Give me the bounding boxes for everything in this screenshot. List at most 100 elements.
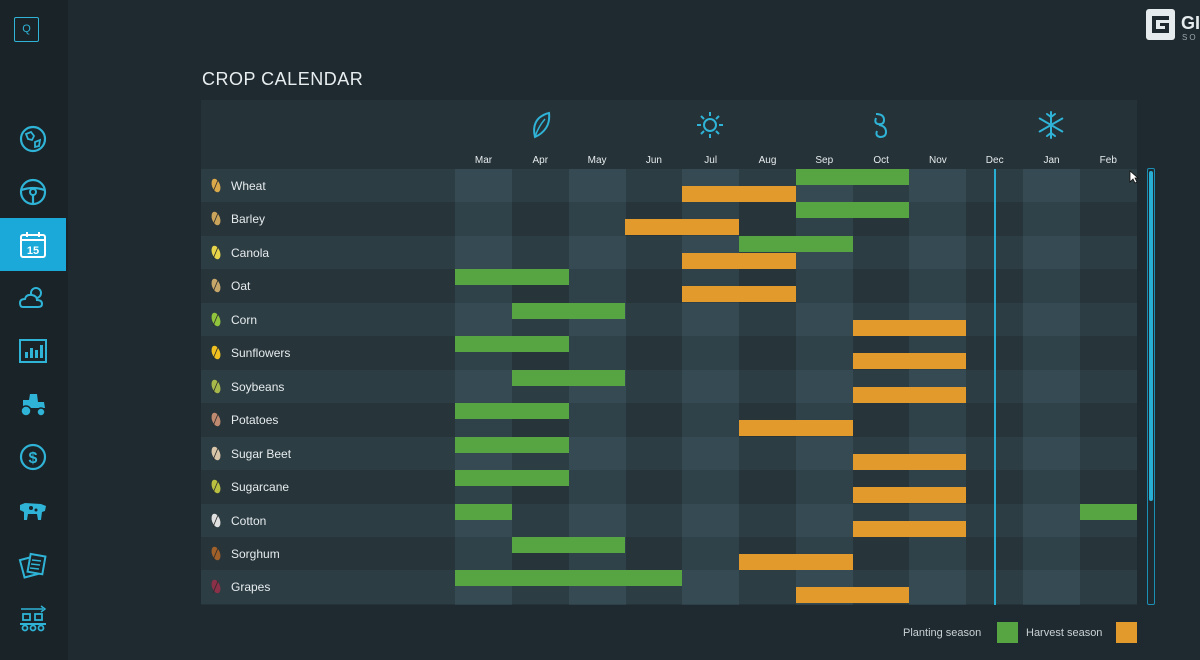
crop-name: Sorghum <box>231 546 280 561</box>
corn-icon <box>211 312 221 327</box>
sugar-beet-icon <box>211 446 221 460</box>
planting-bar <box>511 369 626 386</box>
logo-text: GI <box>1181 13 1200 33</box>
crop-row[interactable]: Sugarcane <box>201 470 1137 504</box>
harvest-bar <box>682 186 796 202</box>
legend-planting-label: Planting season <box>903 627 982 639</box>
crop-row[interactable]: Soybeans <box>201 369 1137 404</box>
month-column <box>1023 169 1080 605</box>
crop-row[interactable]: Sorghum <box>201 536 1137 571</box>
harvest-bar <box>852 353 967 370</box>
crop-name: Sugar Beet <box>231 446 292 461</box>
logo-mark <box>1146 9 1175 40</box>
menu-q-button[interactable]: Q <box>14 17 39 42</box>
crop-grid: Wheat Barley Canola Oat Corn Sunflowers Soybea… <box>201 169 1137 605</box>
harvest-bar <box>852 386 967 403</box>
weather-button[interactable] <box>0 271 66 324</box>
month-label: Dec <box>985 155 1004 166</box>
page-title: CROP CALENDAR <box>202 69 364 89</box>
canola-icon <box>211 245 221 260</box>
current-date-marker <box>994 169 996 605</box>
animals-icon <box>20 502 46 520</box>
calendar-scrollbar[interactable] <box>1147 168 1155 605</box>
sorghum-icon <box>211 546 221 561</box>
planting-bar <box>455 570 683 587</box>
planting-bar <box>795 169 910 185</box>
planting-bar <box>455 436 569 453</box>
svg-text:$: $ <box>29 450 38 467</box>
production-button[interactable] <box>0 592 66 645</box>
crop-name: Oat <box>231 279 251 294</box>
harvest-bar <box>625 219 739 236</box>
crop-row[interactable]: Cotton <box>201 503 1137 537</box>
legend-harvest-swatch <box>1116 622 1137 643</box>
steering-wheel-icon <box>19 178 47 205</box>
map-button[interactable] <box>0 112 66 165</box>
month-label: Jul <box>704 155 718 166</box>
month-label: Jan <box>1043 155 1060 166</box>
sidebar: Q 15 <box>0 0 68 660</box>
harvest-bar <box>852 453 967 470</box>
crop-row[interactable]: Potatoes <box>201 403 1137 437</box>
contracts-button[interactable] <box>0 538 66 591</box>
finances-button[interactable]: $ <box>0 430 66 483</box>
planting-bar <box>455 403 569 420</box>
legend-planting-swatch <box>997 622 1018 643</box>
harvest-bar <box>739 553 853 570</box>
calendar-icon: 15 <box>20 231 46 258</box>
month-column <box>795 169 853 605</box>
tractor-button[interactable] <box>0 377 66 430</box>
planting-bar <box>455 503 512 520</box>
statistics-button[interactable] <box>0 324 66 377</box>
crop-name: Cotton <box>231 513 267 528</box>
crop-name: Soybeans <box>231 379 285 394</box>
crop-row[interactable]: Corn <box>201 302 1137 337</box>
logo-subtext: SO <box>1182 33 1198 42</box>
legend-harvest-label: Harvest season <box>1026 627 1103 639</box>
production-icon <box>20 604 47 631</box>
month-label: Jun <box>645 155 662 166</box>
crop-row[interactable]: Wheat <box>201 169 1137 203</box>
month-column <box>739 169 796 605</box>
weather-icon <box>18 286 44 308</box>
crop-calendar: Mar Apr May Jun Jul Aug Sep Oct Nov Dec Jan Feb Whe… <box>201 100 1137 605</box>
grapes-icon <box>211 580 221 594</box>
planting-bar <box>455 269 569 286</box>
calendar-day-label: 15 <box>27 245 39 257</box>
crop-row[interactable]: Sugar Beet <box>201 436 1137 471</box>
animals-button[interactable] <box>0 484 66 537</box>
month-column <box>455 169 512 605</box>
calendar-button[interactable]: 15 <box>0 218 66 271</box>
mouse-cursor-icon <box>1129 170 1139 184</box>
barley-icon <box>211 212 221 226</box>
crop-row[interactable]: Canola <box>201 235 1137 270</box>
month-column <box>682 169 740 605</box>
month-label: Nov <box>928 155 947 166</box>
vehicles-button[interactable] <box>0 165 66 218</box>
winter-icon <box>1038 111 1064 139</box>
crop-name: Sunflowers <box>231 346 291 361</box>
sunflower-icon <box>211 346 221 360</box>
scrollbar-thumb[interactable] <box>1149 171 1153 501</box>
month-label: Sep <box>815 155 834 166</box>
crop-row[interactable]: Oat <box>201 269 1137 303</box>
crop-name: Corn <box>231 312 258 327</box>
month-column <box>1080 169 1137 605</box>
crop-name: Wheat <box>231 179 266 193</box>
planting-bar <box>455 470 569 487</box>
harvest-bar <box>682 252 796 269</box>
map-icon <box>19 125 47 152</box>
potato-icon <box>211 412 221 427</box>
month-label: Feb <box>1099 155 1117 166</box>
harvest-bar <box>682 286 796 303</box>
planting-bar <box>795 202 910 219</box>
crop-row[interactable]: Sunflowers <box>201 336 1137 370</box>
tractor-icon <box>20 393 46 417</box>
crop-name: Canola <box>231 245 270 260</box>
harvest-bar <box>852 319 967 336</box>
harvest-bar <box>852 520 967 537</box>
legend: Planting season Harvest season <box>880 622 1140 646</box>
harvest-bar <box>795 587 910 604</box>
crop-name: Barley <box>231 212 266 227</box>
month-label: Apr <box>532 155 549 166</box>
